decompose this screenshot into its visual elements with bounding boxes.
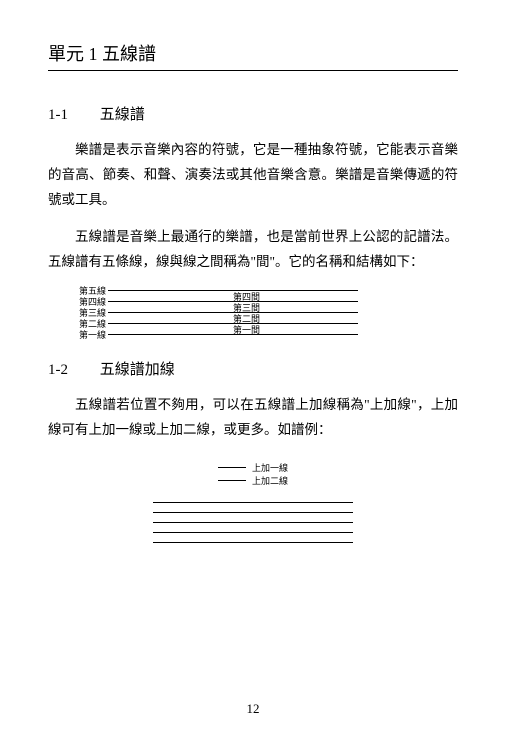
section-1-para-2: 五線譜是音樂上最通行的樂譜，也是當前世界上公認的記譜法。五線譜有五條線，線與線之… xyxy=(48,225,458,275)
section-2-para-1: 五線譜若位置不夠用，可以在五線譜上加線稱為"上加線"，上加線可有上加一線或上加二… xyxy=(48,393,458,443)
staff-full-line-1 xyxy=(153,533,353,543)
ledger-line-2-label: 上加二線 xyxy=(252,474,288,487)
ledger-line-1 xyxy=(218,467,246,468)
section-1-header: 1-1 五線譜 xyxy=(48,103,458,124)
section-2-name: 五線譜加線 xyxy=(100,362,175,378)
staff-line-1-label: 第一線 xyxy=(78,328,108,341)
staff-full-line-2 xyxy=(153,523,353,533)
staff-five-lines xyxy=(153,493,353,543)
unit-title-underline xyxy=(48,70,458,71)
section-1-para-1: 樂譜是表示音樂內容的符號，它是一種抽象符號，它能表示音樂的音高、節奏、和聲、演奏… xyxy=(48,138,458,213)
section-2-number: 1-2 xyxy=(48,362,96,379)
page-number: 12 xyxy=(0,701,506,717)
ledger-line-1-label: 上加一線 xyxy=(252,461,288,474)
staff-full-line-5 xyxy=(153,493,353,503)
staff-full-line-3 xyxy=(153,513,353,523)
section-2-header: 1-2 五線譜加線 xyxy=(48,358,458,379)
section-1-name: 五線譜 xyxy=(100,107,145,123)
unit-title: 單元 1 五線譜 xyxy=(48,40,458,66)
section-1-number: 1-1 xyxy=(48,107,96,124)
ledger-lines-diagram: 上加一線 上加二線 xyxy=(153,461,353,543)
ledger-line-2 xyxy=(218,480,246,481)
staff-space-1-label: 第一間 xyxy=(233,323,260,336)
staff-diagram: 第五線 第四間 第四線 第三間 第三線 第二間 第二線 第一間 第一線 xyxy=(78,285,358,340)
staff-full-line-4 xyxy=(153,503,353,513)
